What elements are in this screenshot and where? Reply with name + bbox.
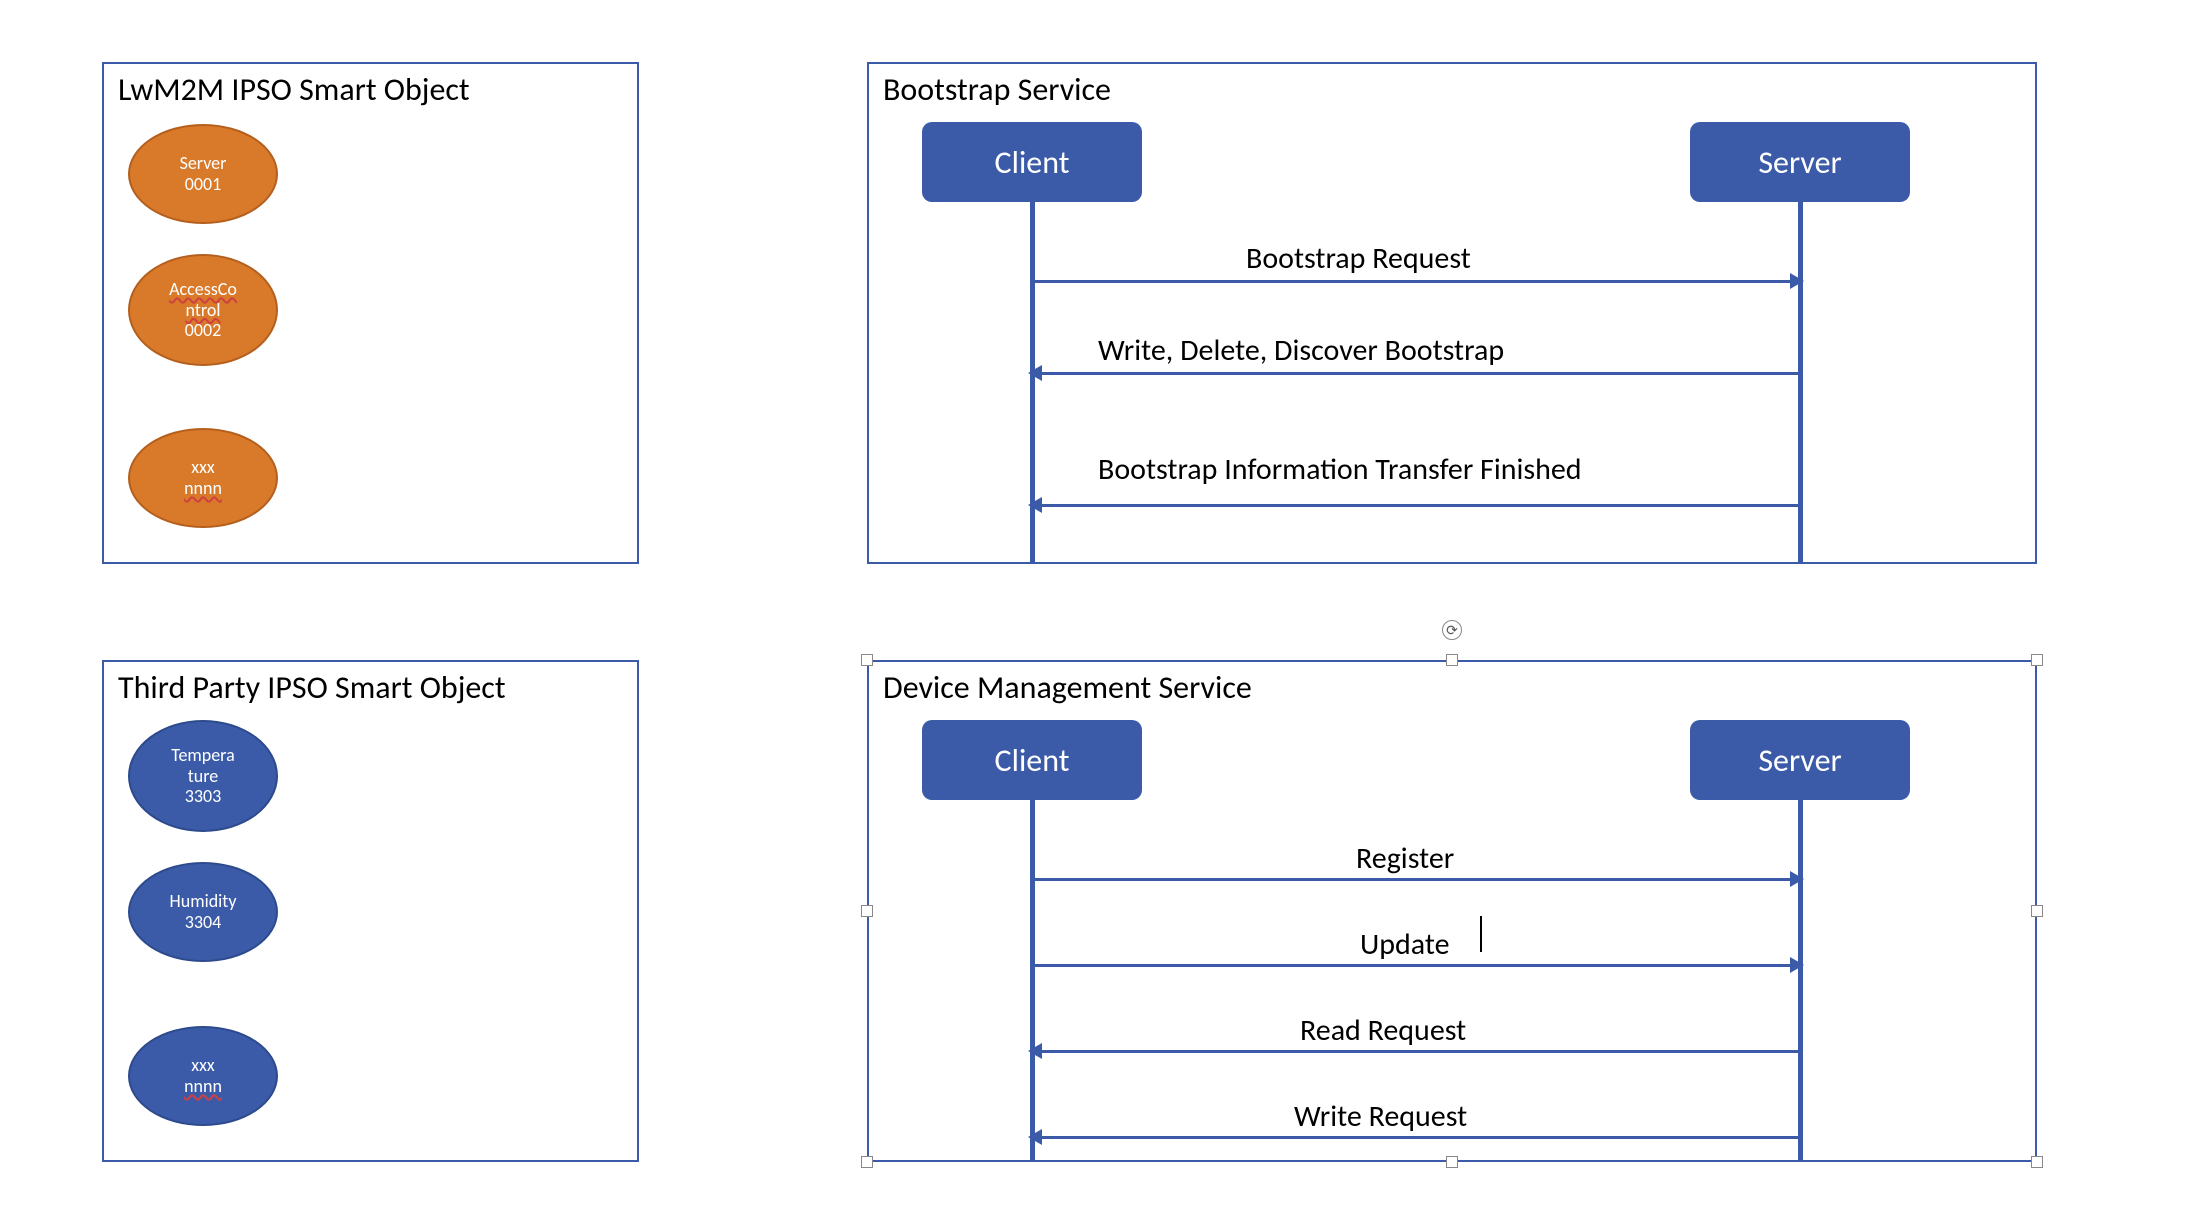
ellipse-label: ture bbox=[188, 766, 218, 787]
ellipse-xxx-nnnn-1: xxx nnnn bbox=[128, 428, 278, 528]
arrow-head-left-icon bbox=[1028, 1043, 1042, 1059]
devmgmt-client-lifeline bbox=[1030, 800, 1035, 1160]
selection-handle[interactable] bbox=[2031, 1156, 2043, 1168]
ellipse-label: AccessCo bbox=[169, 279, 237, 300]
selection-handle[interactable] bbox=[1446, 1156, 1458, 1168]
ellipse-xxx-nnnn-2: xxx nnnn bbox=[128, 1026, 278, 1126]
panel-lwm2m-title: LwM2M IPSO Smart Object bbox=[118, 70, 470, 109]
devmgmt-client-box: Client bbox=[922, 720, 1142, 800]
panel-bootstrap-title: Bootstrap Service bbox=[883, 70, 1111, 109]
arrow-line bbox=[1038, 1050, 1800, 1053]
panel-devmgmt-title: Device Management Service bbox=[883, 668, 1252, 707]
ellipse-label: 0001 bbox=[185, 174, 222, 195]
bootstrap-client-box: Client bbox=[922, 122, 1142, 202]
ellipse-label: nnnn bbox=[184, 478, 222, 499]
msg-bootstrap-info-transfer: Bootstrap Information Transfer Finished bbox=[1098, 452, 1658, 488]
ellipse-label: Tempera bbox=[171, 745, 234, 766]
ellipse-label: Server bbox=[180, 153, 227, 174]
selection-handle[interactable] bbox=[1446, 654, 1458, 666]
ellipse-label: nnnn bbox=[184, 1076, 222, 1097]
selection-handle[interactable] bbox=[2031, 905, 2043, 917]
selection-handle[interactable] bbox=[861, 654, 873, 666]
actor-label: Server bbox=[1758, 143, 1841, 182]
msg-read-request: Read Request bbox=[1300, 1012, 1466, 1049]
arrow-line bbox=[1038, 1136, 1800, 1139]
selection-handle[interactable] bbox=[2031, 654, 2043, 666]
ellipse-server-0001: Server 0001 bbox=[128, 124, 278, 224]
devmgmt-server-box: Server bbox=[1690, 720, 1910, 800]
arrow-head-right-icon bbox=[1790, 273, 1804, 289]
msg-write-delete-discover: Write, Delete, Discover Bootstrap bbox=[1098, 332, 1504, 369]
text-cursor-icon bbox=[1480, 916, 1482, 952]
msg-bootstrap-request: Bootstrap Request bbox=[1246, 240, 1471, 277]
arrow-line bbox=[1035, 280, 1795, 283]
arrow-head-left-icon bbox=[1028, 497, 1042, 513]
actor-label: Client bbox=[995, 741, 1070, 780]
ellipse-label: ntrol bbox=[186, 300, 221, 321]
devmgmt-server-lifeline bbox=[1798, 800, 1803, 1160]
arrow-head-right-icon bbox=[1790, 871, 1804, 887]
ellipse-temperature-3303: Tempera ture 3303 bbox=[128, 720, 278, 832]
arrow-line bbox=[1035, 878, 1795, 881]
ellipse-label: 3304 bbox=[185, 912, 222, 933]
ellipse-label: xxx bbox=[191, 1055, 214, 1076]
ellipse-label: xxx bbox=[191, 457, 214, 478]
bootstrap-server-box: Server bbox=[1690, 122, 1910, 202]
arrow-line bbox=[1038, 504, 1800, 507]
arrow-line bbox=[1035, 964, 1795, 967]
msg-write-request: Write Request bbox=[1294, 1098, 1467, 1135]
msg-update: Update bbox=[1360, 926, 1450, 963]
ellipse-accesscontrol-0002: AccessCo ntrol 0002 bbox=[128, 254, 278, 366]
rotation-handle-icon[interactable]: ⟳ bbox=[1442, 620, 1462, 640]
bootstrap-server-lifeline bbox=[1798, 202, 1803, 562]
arrow-head-left-icon bbox=[1028, 1129, 1042, 1145]
ellipse-label: Humidity bbox=[170, 891, 237, 912]
arrow-line bbox=[1038, 372, 1800, 375]
ellipse-label: 3303 bbox=[185, 786, 222, 807]
actor-label: Server bbox=[1758, 741, 1841, 780]
actor-label: Client bbox=[995, 143, 1070, 182]
selection-handle[interactable] bbox=[861, 905, 873, 917]
ellipse-label: 0002 bbox=[185, 320, 222, 341]
msg-register: Register bbox=[1356, 840, 1454, 877]
panel-thirdparty-title: Third Party IPSO Smart Object bbox=[118, 668, 506, 707]
arrow-head-right-icon bbox=[1790, 957, 1804, 973]
selection-handle[interactable] bbox=[861, 1156, 873, 1168]
arrow-head-left-icon bbox=[1028, 365, 1042, 381]
ellipse-humidity-3304: Humidity 3304 bbox=[128, 862, 278, 962]
